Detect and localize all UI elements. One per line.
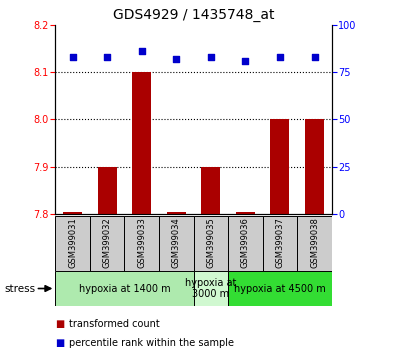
Text: percentile rank within the sample: percentile rank within the sample <box>69 338 234 348</box>
Title: GDS4929 / 1435748_at: GDS4929 / 1435748_at <box>113 8 274 22</box>
Text: hypoxia at
3000 m: hypoxia at 3000 m <box>185 278 237 299</box>
Bar <box>98 167 117 214</box>
Point <box>277 54 283 60</box>
Bar <box>263 216 297 271</box>
Text: GSM399037: GSM399037 <box>275 217 284 268</box>
Point <box>139 48 145 54</box>
Text: GSM399033: GSM399033 <box>137 217 146 268</box>
Point <box>173 56 179 62</box>
Text: GSM399032: GSM399032 <box>103 217 112 268</box>
Bar <box>201 167 220 214</box>
Bar <box>167 212 186 214</box>
Text: GSM399031: GSM399031 <box>68 217 77 268</box>
Bar <box>305 119 324 214</box>
Point <box>311 54 318 60</box>
Text: hypoxia at 4500 m: hypoxia at 4500 m <box>234 284 326 293</box>
Bar <box>228 271 332 306</box>
Text: ■: ■ <box>55 338 64 348</box>
Point <box>70 54 76 60</box>
Bar <box>159 216 194 271</box>
Bar <box>132 72 151 214</box>
Text: stress: stress <box>4 284 35 294</box>
Bar <box>297 216 332 271</box>
Point <box>104 54 110 60</box>
Text: ■: ■ <box>55 319 64 329</box>
Bar <box>228 216 263 271</box>
Bar <box>124 216 159 271</box>
Bar <box>194 216 228 271</box>
Text: GSM399038: GSM399038 <box>310 217 319 268</box>
Bar <box>63 212 82 214</box>
Text: GSM399035: GSM399035 <box>206 217 215 268</box>
Text: hypoxia at 1400 m: hypoxia at 1400 m <box>79 284 170 293</box>
Text: GSM399034: GSM399034 <box>172 217 181 268</box>
Point <box>208 54 214 60</box>
Point <box>242 58 248 64</box>
Bar <box>55 271 194 306</box>
Text: GSM399036: GSM399036 <box>241 217 250 268</box>
Bar <box>271 119 290 214</box>
Text: transformed count: transformed count <box>69 319 160 329</box>
Bar <box>55 216 90 271</box>
Bar <box>90 216 124 271</box>
Bar <box>236 212 255 214</box>
Bar <box>194 271 228 306</box>
